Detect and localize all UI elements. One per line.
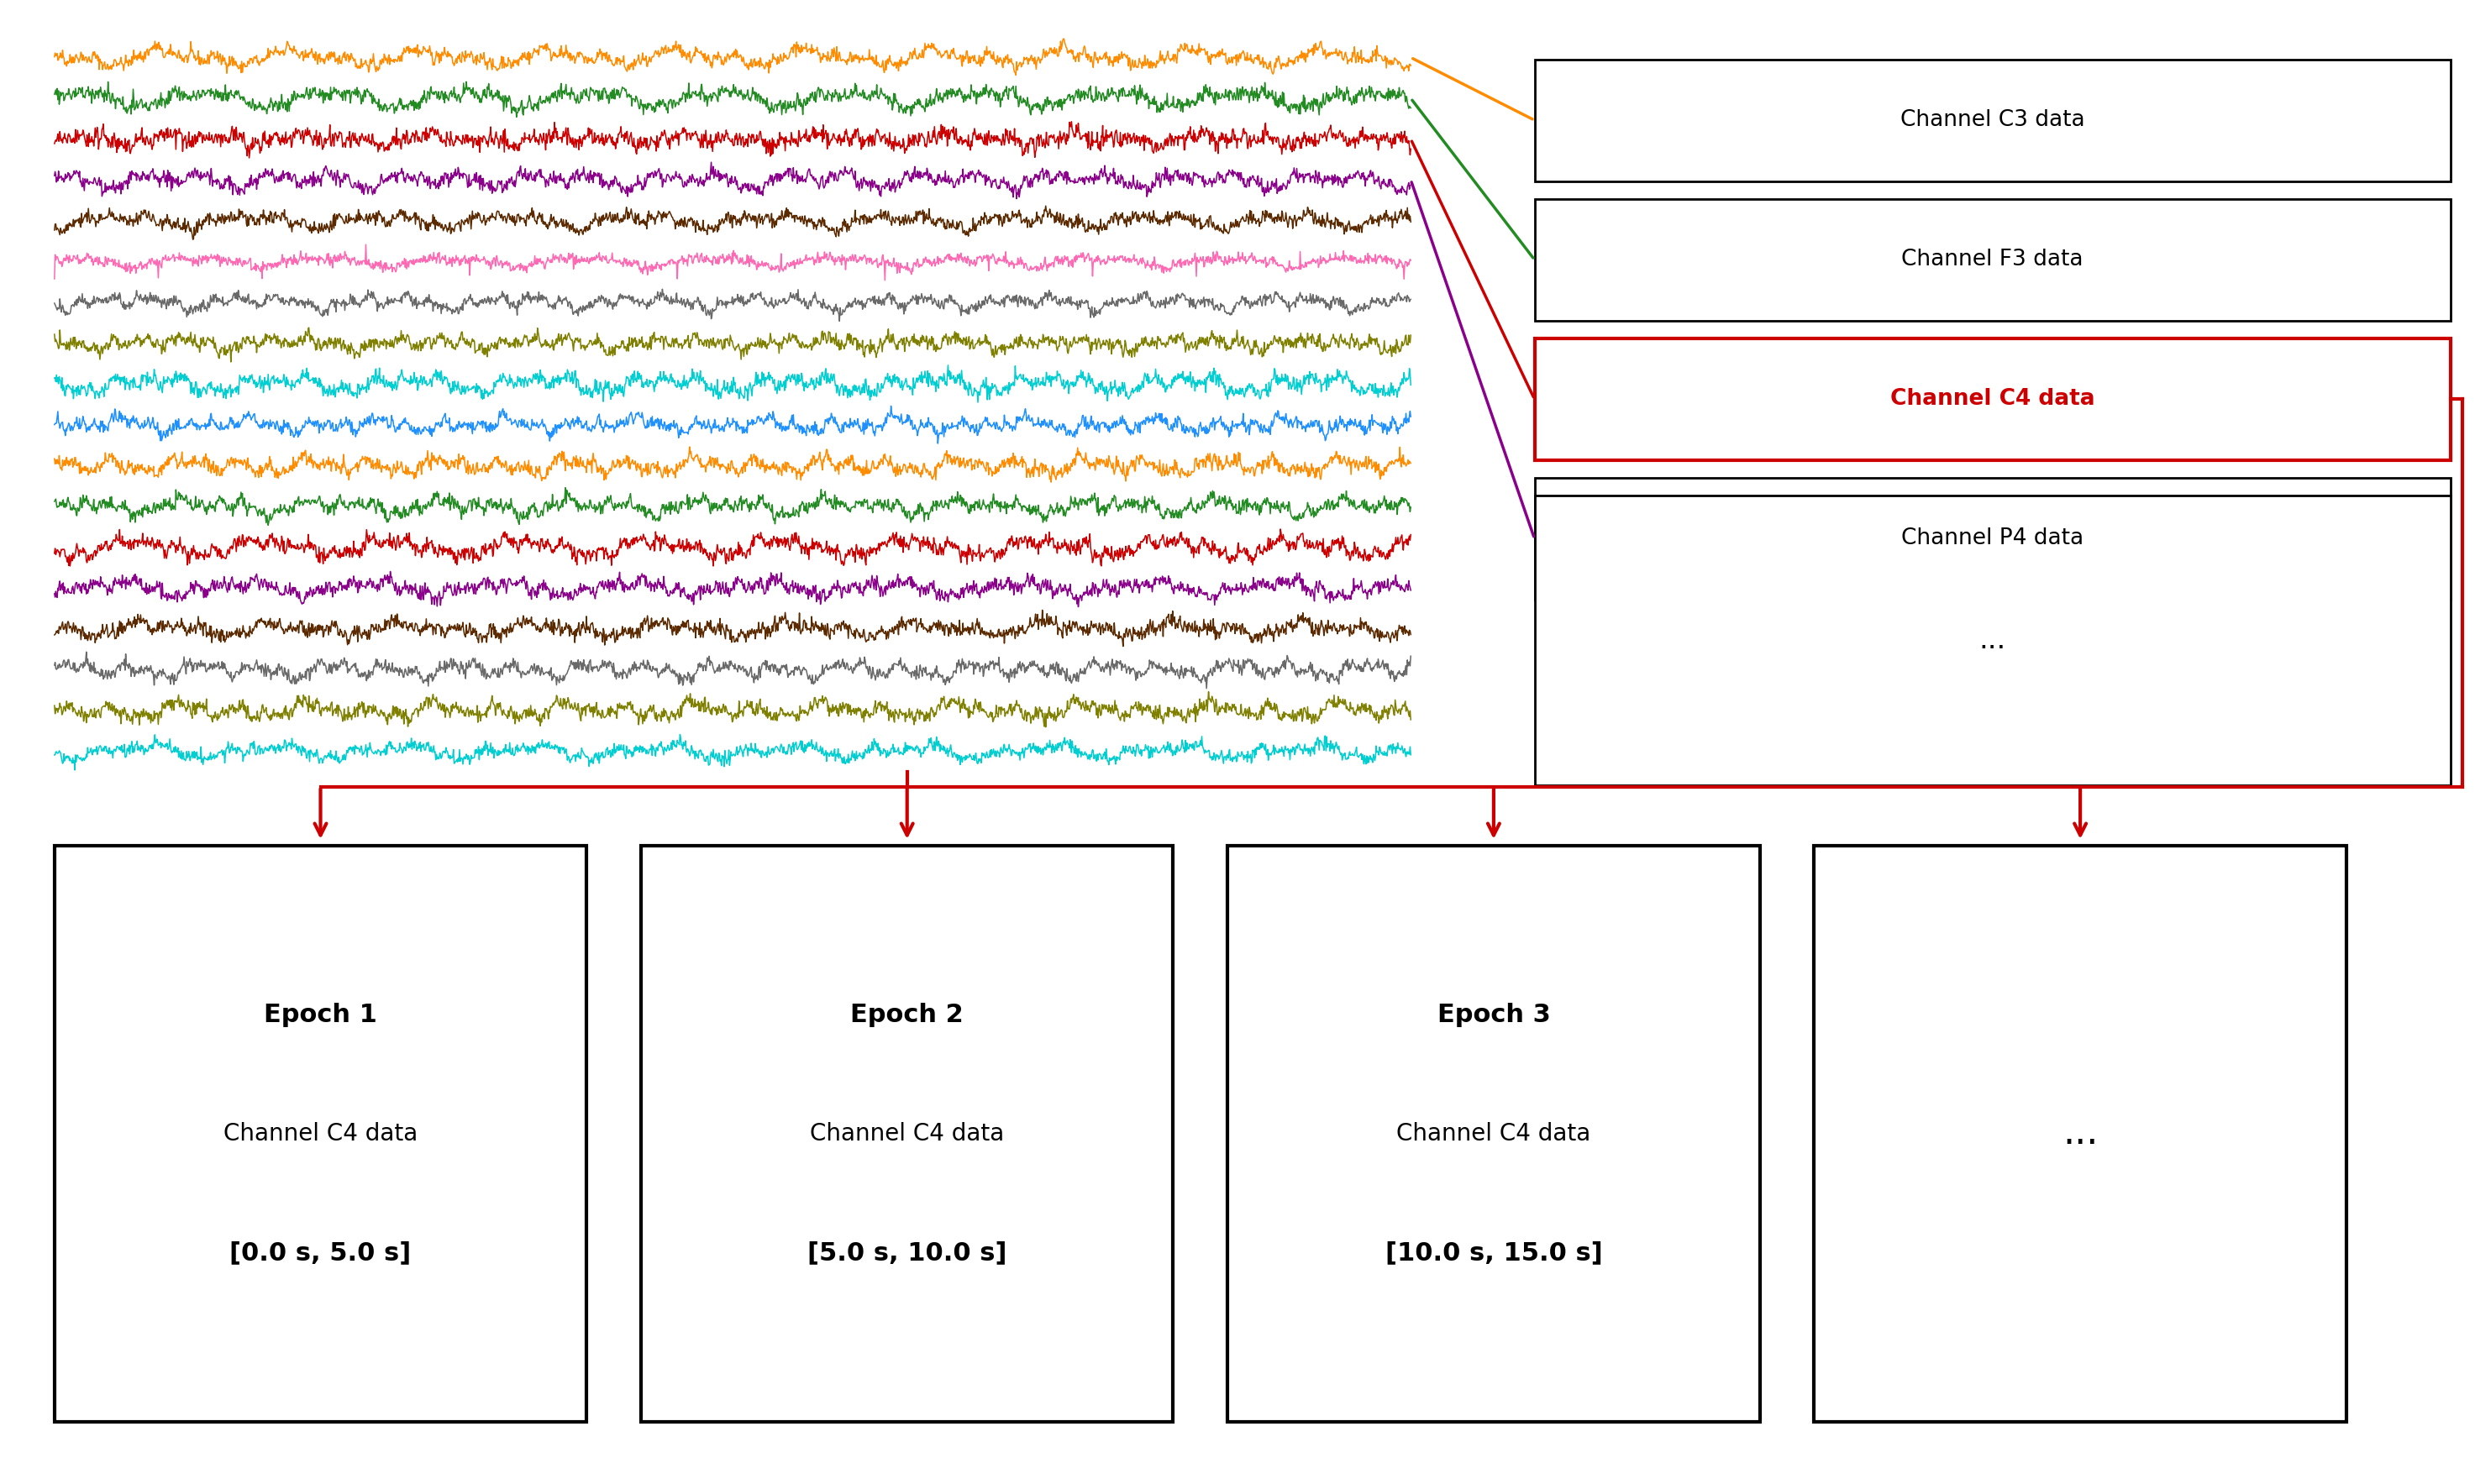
Text: [10.0 s, 15.0 s]: [10.0 s, 15.0 s]: [1386, 1241, 1601, 1264]
Bar: [1534, 59, 2450, 181]
Text: Channel C4 data: Channel C4 data: [223, 1122, 418, 1146]
Text: [0.0 s, 5.0 s]: [0.0 s, 5.0 s]: [230, 1241, 411, 1264]
Bar: [1534, 496, 2450, 785]
Text: Channel C4 data: Channel C4 data: [1396, 1122, 1591, 1146]
Bar: [1534, 338, 2450, 460]
Text: ...: ...: [1980, 626, 2005, 654]
Bar: [1534, 478, 2450, 600]
Bar: [1814, 846, 2346, 1422]
Text: [5.0 s, 10.0 s]: [5.0 s, 10.0 s]: [807, 1241, 1007, 1264]
Text: Epoch 1: Epoch 1: [265, 1003, 376, 1027]
Bar: [54, 846, 587, 1422]
Text: Channel F3 data: Channel F3 data: [1901, 249, 2084, 270]
Text: Epoch 2: Epoch 2: [851, 1003, 963, 1027]
Bar: [1228, 846, 1760, 1422]
Bar: [641, 846, 1173, 1422]
Text: Channel C4 data: Channel C4 data: [1891, 389, 2094, 410]
Text: ...: ...: [2062, 1116, 2099, 1152]
Text: Epoch 3: Epoch 3: [1438, 1003, 1549, 1027]
Text: Channel C4 data: Channel C4 data: [809, 1122, 1005, 1146]
Bar: [1534, 199, 2450, 321]
Text: Channel P4 data: Channel P4 data: [1901, 528, 2084, 549]
Text: Channel C3 data: Channel C3 data: [1901, 110, 2084, 131]
